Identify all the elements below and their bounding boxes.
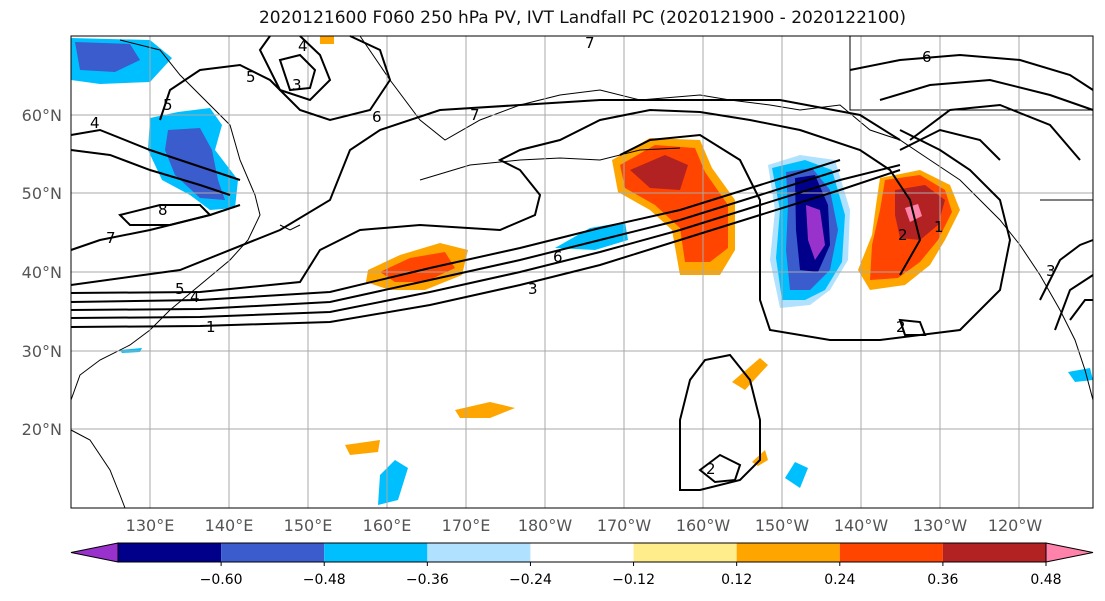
svg-text:7: 7 bbox=[585, 34, 595, 52]
contour-labels: 4 3 5 5 4 6 7 7 8 7 6 5 4 3 1 6 2 2 1 2 … bbox=[90, 34, 1056, 478]
map-title: 2020121600 F060 250 hPa PV, IVT Landfall… bbox=[258, 8, 906, 28]
pv-contours bbox=[70, 35, 1094, 491]
longitude-labels: 130°E 140°E 150°E 160°E 170°E 180°W 170°… bbox=[126, 516, 1043, 535]
svg-text:3: 3 bbox=[1046, 262, 1056, 280]
svg-text:130°W: 130°W bbox=[913, 516, 968, 535]
svg-text:5: 5 bbox=[163, 96, 173, 114]
colorbar-segment bbox=[633, 543, 737, 562]
svg-text:7: 7 bbox=[470, 106, 480, 124]
map-panel: 4 3 5 5 4 6 7 7 8 7 6 5 4 3 1 6 2 2 1 2 … bbox=[70, 34, 1094, 509]
svg-text:1: 1 bbox=[934, 218, 944, 236]
colorbar-tick-label: 0.36 bbox=[927, 572, 958, 588]
svg-text:60°N: 60°N bbox=[22, 106, 62, 125]
svg-text:150°W: 150°W bbox=[755, 516, 810, 535]
svg-text:5: 5 bbox=[246, 68, 256, 86]
shaded-anomalies bbox=[71, 36, 1093, 505]
svg-text:50°N: 50°N bbox=[22, 184, 62, 203]
colorbar-segment bbox=[427, 543, 531, 562]
svg-text:4: 4 bbox=[190, 288, 200, 306]
colorbar-segment bbox=[221, 543, 325, 562]
svg-text:6: 6 bbox=[922, 48, 932, 66]
colorbar-tick-label: −0.60 bbox=[200, 572, 243, 588]
colorbar-segment bbox=[942, 543, 1046, 562]
svg-text:160°E: 160°E bbox=[363, 516, 412, 535]
colorbar-extend-low bbox=[70, 542, 119, 563]
colorbar-tick-label: −0.36 bbox=[406, 572, 449, 588]
colorbar-tick-label: −0.24 bbox=[509, 572, 552, 588]
svg-text:20°N: 20°N bbox=[22, 420, 62, 439]
colorbar-tick-label: 0.24 bbox=[824, 572, 855, 588]
svg-text:2: 2 bbox=[898, 226, 908, 244]
colorbar-segment bbox=[530, 543, 634, 562]
svg-text:2: 2 bbox=[706, 460, 716, 478]
svg-text:5: 5 bbox=[175, 280, 185, 298]
colorbar-segment bbox=[118, 543, 222, 562]
svg-text:170°E: 170°E bbox=[442, 516, 491, 535]
svg-text:140°W: 140°W bbox=[834, 516, 889, 535]
colorbar-tick-label: −0.48 bbox=[303, 572, 346, 588]
svg-text:2: 2 bbox=[896, 318, 906, 336]
svg-text:7: 7 bbox=[106, 229, 116, 247]
svg-text:150°E: 150°E bbox=[284, 516, 333, 535]
colorbar-tick-label: −0.12 bbox=[612, 572, 655, 588]
svg-text:130°E: 130°E bbox=[126, 516, 175, 535]
svg-text:4: 4 bbox=[90, 114, 100, 132]
colorbar-segment bbox=[736, 543, 840, 562]
svg-text:6: 6 bbox=[553, 248, 563, 266]
colorbar-extend-high bbox=[1045, 542, 1094, 563]
latitude-labels: 60°N 50°N 40°N 30°N 20°N bbox=[22, 106, 62, 439]
svg-text:40°N: 40°N bbox=[22, 263, 62, 282]
svg-text:3: 3 bbox=[292, 76, 302, 94]
svg-text:3: 3 bbox=[528, 280, 538, 298]
svg-text:1: 1 bbox=[206, 318, 216, 336]
colorbar-outline bbox=[117, 542, 1047, 563]
svg-text:6: 6 bbox=[372, 108, 382, 126]
svg-text:120°W: 120°W bbox=[988, 516, 1043, 535]
colorbar-tick-label: 0.48 bbox=[1030, 572, 1061, 588]
svg-text:8: 8 bbox=[158, 201, 168, 219]
svg-text:180°W: 180°W bbox=[518, 516, 573, 535]
svg-text:30°N: 30°N bbox=[22, 342, 62, 361]
svg-text:160°W: 160°W bbox=[676, 516, 731, 535]
svg-text:140°E: 140°E bbox=[205, 516, 254, 535]
colorbar-segment bbox=[324, 543, 428, 562]
colorbar: −0.60 −0.48 −0.36 −0.24 −0.12 0.12 0.24 0.36 0.4… bbox=[70, 542, 1094, 588]
svg-text:170°W: 170°W bbox=[597, 516, 652, 535]
colorbar-tick-label: 0.12 bbox=[721, 572, 752, 588]
colorbar-segment bbox=[839, 543, 943, 562]
svg-text:4: 4 bbox=[298, 37, 308, 55]
